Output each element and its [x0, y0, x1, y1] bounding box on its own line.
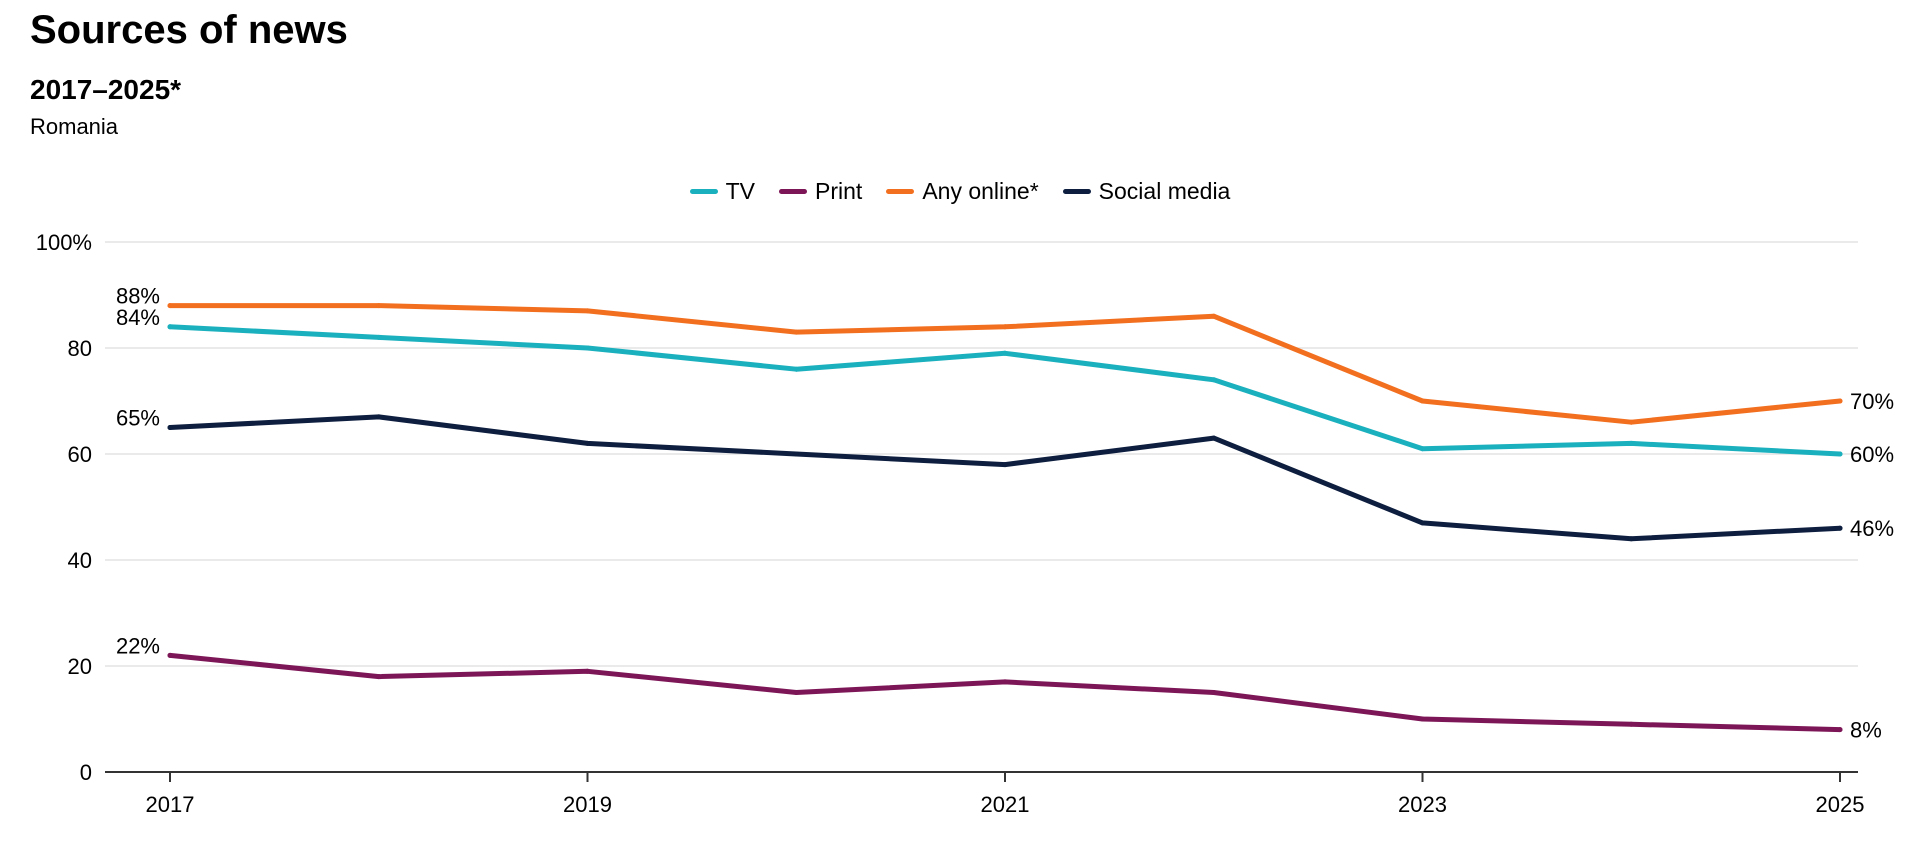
- data-point-tv: [1420, 446, 1425, 452]
- data-point-tv: [585, 345, 590, 351]
- data-point-tv: [376, 334, 382, 340]
- data-point-print: [1837, 727, 1843, 733]
- data-point-print: [1002, 679, 1008, 685]
- y-tick-label: 60: [68, 442, 92, 467]
- start-label-tv: 84%: [116, 305, 160, 330]
- legend-swatch-social-media: [1062, 189, 1091, 194]
- data-point-any-online: [585, 308, 590, 314]
- start-label-social-media: 65%: [116, 406, 160, 431]
- legend-item-social-media[interactable]: Social media: [1062, 178, 1231, 205]
- data-point-any-online: [1837, 398, 1843, 404]
- y-tick-label: 20: [68, 654, 92, 679]
- data-point-social-media: [793, 451, 799, 457]
- data-point-any-online: [1628, 419, 1634, 425]
- data-point-tv: [1628, 440, 1634, 446]
- legend-item-print[interactable]: Print: [779, 178, 862, 205]
- legend-swatch-tv: [689, 189, 718, 194]
- legend-swatch-print: [779, 189, 808, 194]
- data-point-social-media: [1420, 520, 1425, 526]
- chart-subtitle: 2017–2025*: [30, 74, 182, 105]
- data-point-any-online: [1211, 313, 1217, 319]
- chart-title: Sources of news: [30, 8, 348, 52]
- data-point-tv: [1837, 451, 1843, 457]
- y-tick-label: 100%: [36, 230, 92, 255]
- legend-swatch-any-online: [886, 189, 915, 194]
- data-point-social-media: [376, 414, 382, 420]
- legend-label-any-online: Any online*: [922, 178, 1039, 204]
- data-point-tv: [793, 366, 799, 372]
- end-label-print: 8%: [1850, 718, 1882, 743]
- data-point-tv: [167, 324, 173, 330]
- legend-item-any-online[interactable]: Any online*: [886, 178, 1039, 205]
- data-point-social-media: [1837, 525, 1843, 531]
- data-point-any-online: [376, 303, 382, 309]
- end-label-social-media: 46%: [1850, 516, 1894, 541]
- data-point-any-online: [1420, 398, 1425, 404]
- series-line-any-online: [167, 303, 1843, 425]
- data-point-social-media: [1628, 536, 1634, 542]
- data-point-social-media: [167, 425, 173, 430]
- x-tick-label: 2019: [563, 792, 612, 817]
- x-tick-label: 2021: [981, 792, 1030, 817]
- legend-label-tv: TV: [725, 178, 756, 204]
- legend-item-tv[interactable]: TV: [689, 178, 756, 205]
- x-tick-label: 2017: [146, 792, 195, 817]
- y-tick-label: 0: [80, 760, 92, 785]
- data-point-print: [1420, 716, 1425, 722]
- data-point-any-online: [167, 303, 173, 309]
- data-point-social-media: [1211, 435, 1217, 441]
- end-label-tv: 60%: [1850, 442, 1894, 467]
- start-label-any-online: 88%: [116, 284, 160, 309]
- data-point-social-media: [1002, 462, 1008, 468]
- x-tick-label: 2025: [1816, 792, 1865, 817]
- legend: TV Print Any online* Social media: [0, 178, 1920, 205]
- data-point-print: [167, 652, 173, 658]
- x-tick-label: 2023: [1398, 792, 1447, 817]
- data-point-tv: [1211, 377, 1217, 383]
- start-label-print: 22%: [116, 633, 160, 658]
- data-point-social-media: [585, 440, 590, 446]
- data-point-print: [376, 674, 382, 680]
- series-line-tv: [167, 324, 1843, 457]
- series-line-social-media: [167, 414, 1843, 542]
- legend-label-social-media: Social media: [1098, 178, 1231, 204]
- data-point-print: [1628, 721, 1634, 727]
- data-point-print: [793, 690, 799, 695]
- y-tick-label: 40: [68, 548, 92, 573]
- data-point-tv: [1002, 350, 1008, 356]
- data-point-print: [585, 668, 590, 674]
- data-point-print: [1211, 690, 1217, 695]
- legend-label-print: Print: [815, 178, 863, 204]
- y-tick-label: 80: [68, 336, 92, 361]
- end-label-any-online: 70%: [1850, 389, 1894, 414]
- data-point-any-online: [1002, 324, 1008, 330]
- data-point-any-online: [793, 329, 799, 335]
- chart-region: Romania: [30, 114, 119, 139]
